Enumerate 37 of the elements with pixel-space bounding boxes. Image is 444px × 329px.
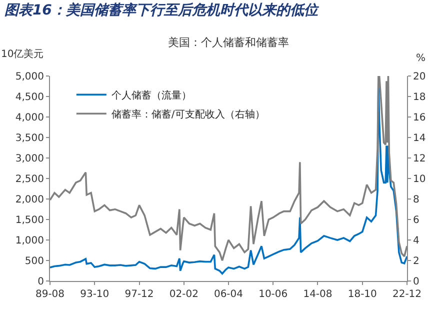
- x-tick-label: 14-08: [303, 289, 332, 300]
- y2-tick-label: 0: [413, 276, 420, 288]
- y2-tick-label: 6: [413, 215, 420, 226]
- y-tick-label: 3,500: [15, 133, 44, 144]
- y2-tick-label: 14: [413, 133, 426, 144]
- y-tick-label: 2,500: [15, 174, 44, 185]
- y-tick-label: 4,000: [15, 112, 44, 124]
- x-tick-label: 97-12: [124, 289, 154, 300]
- y2-tick-label: 2: [413, 256, 420, 267]
- y2-tick-label: 16: [413, 112, 426, 124]
- x-tick-label: 06-04: [214, 289, 244, 300]
- x-tick-label: 93-10: [80, 289, 110, 300]
- legend-label: 个人储蓄（流量）: [111, 90, 192, 102]
- x-tick-label: 02-02: [169, 289, 198, 300]
- y-tick-label: 5,000: [15, 72, 44, 82]
- y2-tick-label: 18: [413, 92, 426, 103]
- chart-subtitle: 美国：个人储蓄和储蓄率: [168, 36, 289, 49]
- y2-tick-label: 12: [413, 154, 426, 164]
- y-tick-label: 1,000: [15, 236, 44, 246]
- y2-tick-label: 4: [413, 236, 420, 246]
- x-tick-label: 22-12: [392, 289, 422, 300]
- x-tick-label: 18-10: [348, 289, 377, 300]
- y2-tick-label: 20: [413, 72, 426, 82]
- y-tick-label: 1,500: [15, 215, 44, 226]
- y-tick-label: 0: [38, 276, 44, 288]
- chart-title: 图表16：美国储蓄率下行至后危机时代以来的低位: [4, 2, 320, 19]
- y-tick-label: 500: [24, 256, 44, 267]
- y2-tick-label: 8: [413, 194, 420, 206]
- y2-tick-label: 10: [413, 174, 426, 185]
- y-tick-label: 4,500: [15, 92, 44, 103]
- x-tick-label: 89-08: [35, 289, 65, 300]
- y2-axis-title: %: [416, 53, 426, 64]
- y-tick-label: 3,000: [15, 154, 44, 164]
- y-tick-label: 2,000: [15, 194, 44, 206]
- legend-label: 储蓄率：储蓄/可支配收入（右轴）: [111, 108, 265, 120]
- x-tick-label: 10-06: [258, 289, 288, 300]
- y-axis-title: 10亿美元: [1, 48, 44, 60]
